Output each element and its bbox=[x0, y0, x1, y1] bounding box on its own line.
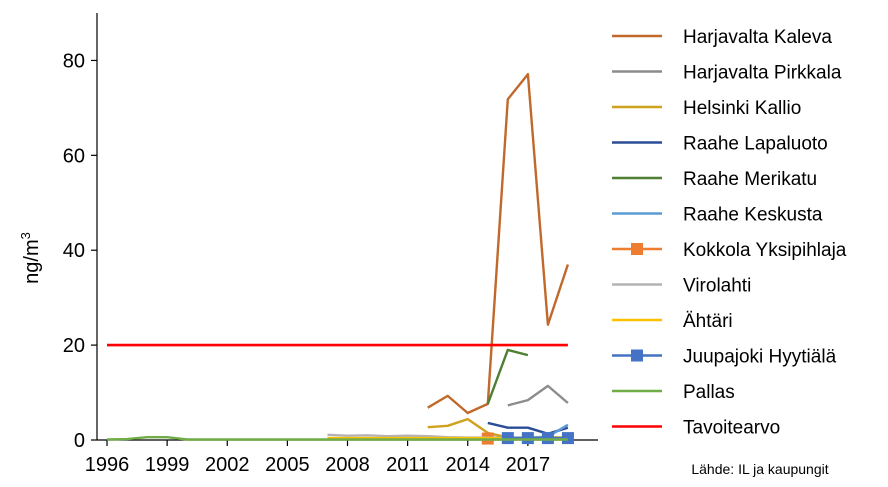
x-tick-label: 2014 bbox=[445, 454, 490, 476]
series-line-harjavalta-kaleva bbox=[427, 72, 570, 415]
legend: Harjavalta Kaleva Harjavalta Pirkkala Hels… bbox=[612, 27, 847, 439]
legend-item-pallas: Pallas bbox=[612, 382, 735, 403]
legend-item-harjavalta-kaleva: Harjavalta Kaleva bbox=[612, 27, 832, 48]
legend-label: Tavoitearvo bbox=[683, 418, 780, 439]
x-tick-label: 2017 bbox=[506, 454, 551, 476]
x-tick-label: 2011 bbox=[386, 454, 429, 476]
x-tick-label: 1999 bbox=[145, 454, 190, 476]
legend-label: Raahe Merikatu bbox=[683, 169, 817, 190]
series-line-raahe-merikatu bbox=[486, 348, 529, 405]
y-tick-label: 40 bbox=[63, 240, 85, 262]
y-tick-label: 0 bbox=[74, 430, 85, 452]
y-tick-label: 60 bbox=[63, 145, 85, 167]
data-point-juupajoki-hyytiala bbox=[541, 432, 554, 445]
axes: 0 20 40 60 80 1996 1999 2002 2005 2008 2011 2014 201… bbox=[63, 13, 598, 476]
data-point-juupajoki-hyytiala bbox=[561, 432, 574, 445]
series-harjavalta-pirkkala bbox=[507, 384, 569, 407]
legend-label: Harjavalta Pirkkala bbox=[683, 63, 842, 84]
legend-label: Virolahti bbox=[683, 276, 751, 297]
y-tick-label: 20 bbox=[63, 335, 85, 357]
series-pallas bbox=[106, 436, 568, 441]
x-tick-label: 2002 bbox=[205, 454, 250, 476]
legend-item-ahtari: Ähtäri bbox=[612, 311, 733, 332]
legend-item-juupajoki-hyytiala: Juupajoki Hyytiälä bbox=[612, 347, 837, 368]
legend-label: Harjavalta Kaleva bbox=[683, 27, 832, 48]
series-juupajoki-hyytiala bbox=[501, 432, 574, 445]
series-raahe-merikatu bbox=[486, 348, 529, 405]
legend-label: Juupajoki Hyytiälä bbox=[683, 347, 837, 368]
legend-item-virolahti: Virolahti bbox=[612, 276, 751, 297]
series-line-pallas bbox=[106, 436, 568, 441]
legend-item-helsinki-kallio: Helsinki Kallio bbox=[612, 98, 801, 119]
series-line-harjavalta-pirkkala bbox=[507, 384, 569, 407]
legend-item-raahe-keskusta: Raahe Keskusta bbox=[612, 205, 823, 226]
x-tick-label: 2005 bbox=[265, 454, 310, 476]
y-tick-label: 80 bbox=[63, 50, 85, 72]
legend-marker bbox=[631, 243, 643, 255]
data-point-juupajoki-hyytiala bbox=[521, 432, 534, 445]
y-axis-label: ng/m3 bbox=[18, 232, 43, 284]
legend-item-tavoitearvo: Tavoitearvo bbox=[612, 418, 780, 439]
legend-label: Ähtäri bbox=[683, 311, 733, 332]
legend-marker bbox=[631, 349, 643, 362]
legend-label: Raahe Lapaluoto bbox=[683, 134, 828, 155]
data-point-juupajoki-hyytiala bbox=[501, 432, 514, 445]
legend-label: Pallas bbox=[683, 382, 735, 403]
series-layer bbox=[106, 72, 574, 445]
legend-item-raahe-lapaluoto: Raahe Lapaluoto bbox=[612, 134, 828, 155]
legend-label: Raahe Keskusta bbox=[683, 205, 823, 226]
legend-label: Helsinki Kallio bbox=[683, 98, 801, 119]
legend-label: Kokkola Yksipihlaja bbox=[683, 240, 847, 261]
legend-item-raahe-merikatu: Raahe Merikatu bbox=[612, 169, 817, 190]
source-note: Lähde: IL ja kaupungit bbox=[691, 461, 828, 477]
series-harjavalta-kaleva bbox=[427, 72, 570, 415]
x-tick-label: 1996 bbox=[85, 454, 130, 476]
legend-item-harjavalta-pirkkala: Harjavalta Pirkkala bbox=[612, 63, 842, 84]
legend-item-kokkola-yksipihlaja: Kokkola Yksipihlaja bbox=[612, 240, 847, 261]
x-tick-label: 2008 bbox=[325, 454, 370, 476]
